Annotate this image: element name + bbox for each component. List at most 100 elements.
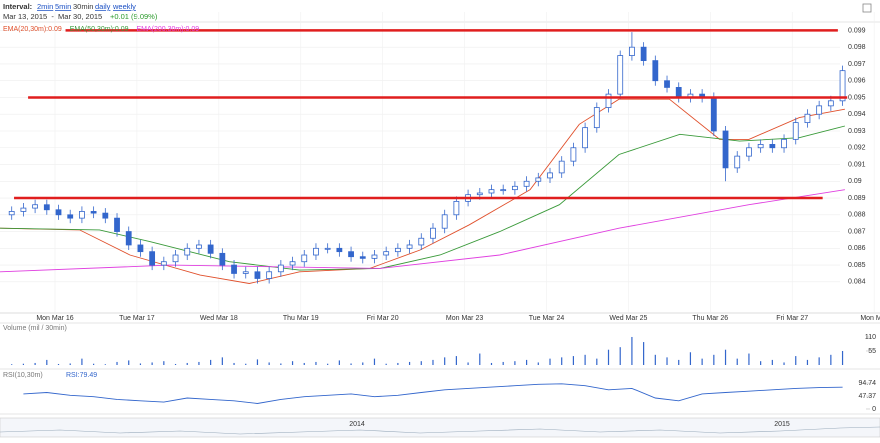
- volume-bar: [69, 363, 71, 365]
- volume-bar: [525, 359, 528, 365]
- volume-bar: [174, 363, 177, 365]
- volume-bar: [537, 362, 539, 365]
- candle-body: [746, 147, 752, 157]
- volume-bar: [455, 356, 457, 365]
- x-tick-label: Thu Mar 26: [692, 315, 728, 322]
- interval-option[interactable]: daily: [95, 2, 111, 11]
- y-tick-label: 0.085: [848, 262, 866, 269]
- candle-body: [149, 251, 156, 266]
- interval-current: 30min: [73, 2, 93, 11]
- candle-body: [32, 204, 39, 209]
- volume-bar: [748, 353, 750, 365]
- y-tick-label: 94.74: [858, 380, 876, 387]
- candle-body: [289, 261, 296, 266]
- candle-body: [207, 244, 214, 254]
- candle-body: [453, 200, 460, 216]
- candle-body: [67, 214, 74, 219]
- volume-bar: [444, 357, 446, 365]
- candle-body: [605, 93, 612, 108]
- candle-body: [336, 247, 343, 253]
- volume-bar: [303, 362, 305, 365]
- candle-body: [383, 251, 390, 256]
- y-tick-label: 47.37: [858, 393, 876, 400]
- candle-body: [394, 247, 401, 253]
- candle-body: [781, 138, 787, 149]
- y-tick-label: 0.088: [848, 212, 866, 219]
- candle-body: [488, 189, 495, 194]
- volume-bar: [584, 354, 586, 365]
- y-tick-label: 0.099: [848, 27, 866, 34]
- candle-body: [722, 130, 729, 169]
- candle-body: [55, 209, 62, 216]
- navigator-label: 2014: [349, 421, 365, 428]
- volume-bar: [116, 361, 118, 365]
- candle-body: [359, 256, 366, 259]
- interval-option[interactable]: weekly: [112, 2, 136, 11]
- y-tick-label: 0: [872, 406, 876, 413]
- volume-bar: [186, 362, 188, 365]
- candle-body: [254, 271, 261, 279]
- volume-bar: [490, 362, 493, 365]
- x-tick-label: Mon Mar 16: [36, 315, 73, 322]
- volume-bar: [783, 362, 785, 365]
- candle-body: [593, 107, 600, 129]
- volume-bar: [818, 357, 820, 365]
- candle-body: [172, 254, 179, 263]
- volume-bar: [362, 362, 364, 365]
- volume-bar: [631, 336, 633, 365]
- volume-bar: [57, 363, 60, 365]
- volume-bar: [549, 358, 551, 365]
- navigator-line: [0, 426, 880, 435]
- volume-bar: [561, 357, 563, 365]
- volume-bar: [163, 361, 165, 365]
- navigator[interactable]: [0, 417, 880, 438]
- candle-body: [757, 144, 764, 149]
- candle-body: [804, 113, 811, 124]
- y-tick-label: 0.084: [848, 279, 866, 286]
- x-tick-label: Thu Mar 19: [283, 315, 319, 322]
- expand-button[interactable]: [862, 3, 872, 13]
- candle-body: [266, 271, 273, 279]
- y-tick-label: 0.098: [848, 44, 866, 51]
- candle-body: [8, 211, 15, 216]
- volume-bar: [806, 359, 809, 365]
- interval-option[interactable]: 2min: [37, 2, 53, 11]
- y-tick-label: 0.09: [848, 178, 862, 185]
- volume-bar: [128, 360, 130, 365]
- candle-body: [476, 192, 483, 196]
- volume-bar: [701, 358, 703, 365]
- volume-bar: [678, 359, 680, 365]
- volume-bar: [338, 360, 340, 365]
- candle-body: [441, 214, 448, 229]
- volume-bar: [689, 352, 692, 365]
- candle-body: [816, 105, 823, 115]
- ema-line: [0, 98, 845, 284]
- candle-body: [523, 180, 530, 187]
- volume-bar: [34, 362, 36, 365]
- candle-body: [652, 60, 659, 82]
- y-tick-label: 0.096: [848, 78, 866, 85]
- volume-bar: [268, 362, 270, 365]
- volume-bar: [572, 356, 575, 365]
- candle-body: [617, 55, 624, 95]
- candle-body: [125, 231, 132, 246]
- panel-title: Volume (mil / 30min): [3, 325, 67, 332]
- volume-bar: [81, 358, 83, 365]
- volume-bar: [514, 361, 516, 365]
- interval-option[interactable]: 5min: [55, 2, 71, 11]
- volume-bar: [22, 363, 25, 365]
- candle-body: [184, 247, 191, 256]
- volume-bar: [245, 363, 247, 365]
- candle-body: [348, 251, 354, 258]
- candle-body: [511, 185, 518, 191]
- candle-body: [114, 217, 120, 232]
- y-tick-label: 0.089: [848, 195, 866, 202]
- volume-bar: [841, 350, 844, 365]
- y-tick-label: 0.091: [848, 161, 866, 168]
- y-tick-label: 0.092: [848, 145, 866, 152]
- date-range: Mar 13, 2015 - Mar 30, 2015: [3, 12, 102, 21]
- volume-bar: [420, 361, 422, 365]
- legend-entry: EMA(200,30m):0.09: [137, 26, 200, 33]
- volume-bar: [771, 359, 773, 365]
- candle-body: [277, 264, 284, 273]
